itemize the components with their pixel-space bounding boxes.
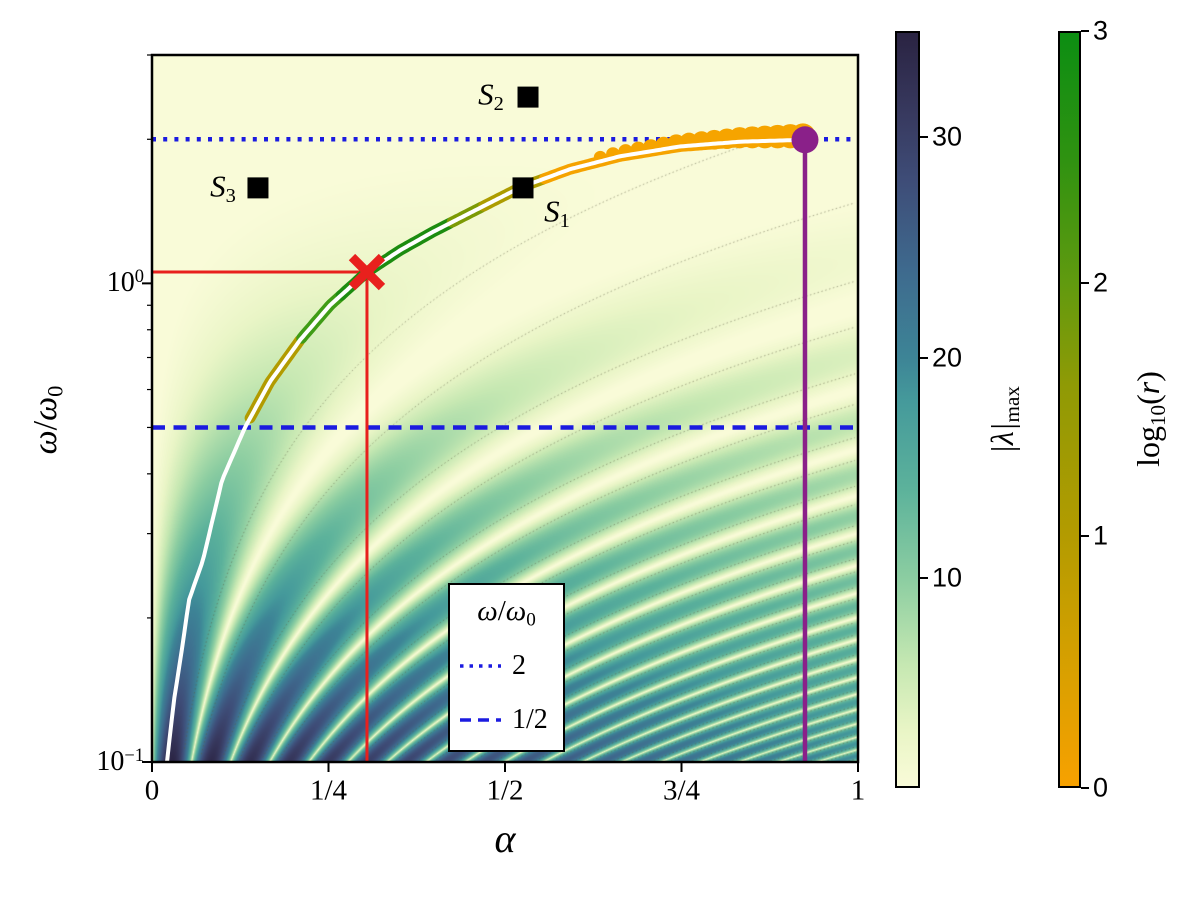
legend-entry-dotted: 2 <box>455 650 558 682</box>
y-axis-label: ω/ω0 <box>27 386 67 455</box>
colorbar-tick-mark <box>920 135 928 138</box>
y-tick-exp: −1 <box>124 744 144 765</box>
y-label-omega0: ω <box>27 396 64 421</box>
colorbar-tick-label-lambda-1: 20 <box>932 342 963 373</box>
marker-square-S1 <box>512 177 534 199</box>
legend-title-slash: / <box>497 595 506 627</box>
colorbar-tick-mark <box>1081 30 1089 32</box>
log-paren-open: ( <box>1130 394 1166 405</box>
colorbar-lambda-max <box>895 31 920 788</box>
legend-title-omega0: ω <box>505 595 527 627</box>
log-fn: log <box>1130 425 1166 467</box>
marker-label-subscript: 1 <box>559 210 570 233</box>
lambda-abs: |λ| <box>984 422 1020 454</box>
legend-title-omega: ω <box>477 595 498 627</box>
colorbar-tick-label-logr-3: 3 <box>1093 15 1109 46</box>
colorbar-log-r <box>1058 31 1081 788</box>
legend-entry-dotted-label: 2 <box>512 650 526 681</box>
colorbar-tick-mark <box>1081 534 1089 537</box>
legend-dotted-line-icon <box>460 664 501 668</box>
colorbar-tick-label-logr-0: 0 <box>1093 772 1109 803</box>
y-tick-exp: 0 <box>134 266 144 287</box>
y-tick-base: 10 <box>96 746 125 777</box>
y-tick-label-0: 10−1 <box>96 744 144 777</box>
colorbar-tick-mark <box>1081 787 1089 789</box>
marker-label-letter: S <box>210 168 226 204</box>
colorbar-tick-label-lambda-0: 10 <box>932 562 963 593</box>
marker-label-subscript: 2 <box>493 93 504 116</box>
colorbar-tick-mark <box>1081 282 1089 285</box>
legend-title-omega0-sub: 0 <box>526 609 536 631</box>
x-tick-label-2: 1/2 <box>486 774 524 807</box>
marker-label-letter: S <box>544 193 560 229</box>
colorbar-tick-label-logr-2: 2 <box>1093 267 1109 298</box>
legend-entry-dashed: 1/2 <box>455 704 558 736</box>
legend-entry-dashed-label: 1/2 <box>512 704 548 735</box>
log-sub-10: 10 <box>1145 404 1170 426</box>
y-label-omega0-sub: 0 <box>42 385 68 397</box>
x-tick-label-4: 1 <box>850 774 866 807</box>
marker-square-S2 <box>517 86 539 108</box>
y-tick-label-1: 100 <box>106 266 144 299</box>
x-tick-label-3: 3/4 <box>662 774 701 807</box>
y-label-omega: ω <box>27 430 64 455</box>
marker-label-S2: S2 <box>478 76 504 115</box>
log-paren-close: ) <box>1130 371 1166 382</box>
legend-dashed-line-icon <box>460 718 501 722</box>
marker-label-subscript: 3 <box>225 185 236 208</box>
colorbar-lambda-max-label: |λ|max <box>984 386 1024 454</box>
marker-x-red-cross <box>348 253 386 291</box>
x-axis-label: α <box>494 816 516 861</box>
colorbar-log-r-label: log10(r) <box>1130 371 1170 467</box>
log-arg-r: r <box>1130 381 1166 395</box>
main-curve <box>165 137 805 763</box>
x-tick-label-1: 1/4 <box>309 774 348 807</box>
colorbar-lambda-max-gradient <box>897 33 918 786</box>
colorbar-tick-mark <box>920 577 928 580</box>
colorbar-tick-label-lambda-2: 30 <box>932 121 963 152</box>
marker-label-S1: S1 <box>544 193 570 232</box>
legend-title: ω/ω0 <box>477 595 536 631</box>
marker-label-S3: S3 <box>210 168 236 207</box>
marker-label-letter: S <box>478 76 494 112</box>
x-tick-label-0: 0 <box>144 774 160 807</box>
marker-square-S3 <box>247 177 269 199</box>
lambda-sub-max: max <box>999 386 1024 423</box>
colorbar-tick-label-logr-1: 1 <box>1093 520 1109 551</box>
y-label-slash: / <box>27 420 64 431</box>
marker-circle-purple-dot <box>791 126 819 154</box>
colorbar-log-r-gradient <box>1060 33 1079 786</box>
colorbar-tick-mark <box>920 356 928 359</box>
legend: ω/ω0 2 1/2 <box>448 583 565 752</box>
y-tick-base: 10 <box>106 267 135 299</box>
